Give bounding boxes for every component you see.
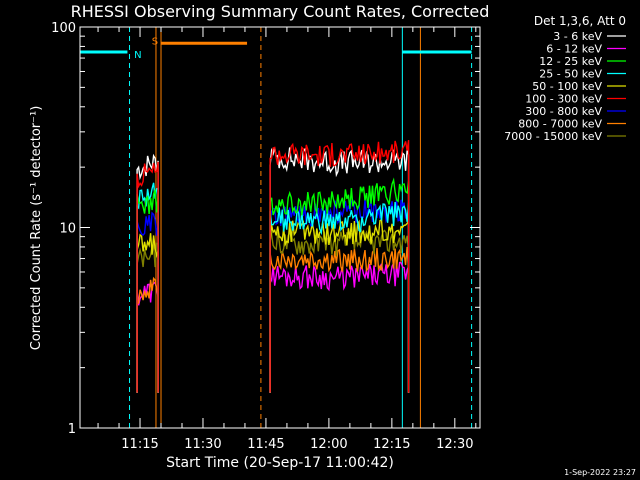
series-trace (136, 161, 159, 393)
legend-label: 300 - 800 keV (525, 105, 602, 118)
series-trace (136, 153, 159, 393)
footer-timestamp: 1-Sep-2022 23:27 (564, 468, 636, 477)
x-tick-label: 11:15 (121, 437, 158, 452)
x-tick-label: 12:00 (310, 437, 347, 452)
series-trace (136, 211, 159, 393)
series-trace (136, 189, 159, 393)
chart-title: RHESSI Observing Summary Count Rates, Co… (71, 2, 490, 21)
series-trace (269, 246, 410, 393)
y-tick-label: 100 (51, 21, 76, 36)
series-trace (269, 177, 410, 393)
x-tick-label: 12:15 (373, 437, 410, 452)
x-tick-label: 11:30 (184, 437, 221, 452)
y-tick-label: 10 (59, 222, 76, 237)
legend-label: 6 - 12 keV (546, 43, 602, 56)
plot-data: NS (79, 27, 473, 428)
series-trace (269, 229, 410, 393)
series-trace (136, 242, 159, 393)
legend-label: 25 - 50 keV (539, 68, 602, 81)
series-trace (136, 276, 159, 393)
x-tick-label: 11:45 (247, 437, 284, 452)
legend-label: 50 - 100 keV (532, 80, 602, 93)
y-axis-label: Corrected Count Rate (s⁻¹ detector⁻¹) (29, 106, 44, 351)
x-axis-label: Start Time (20-Sep-17 11:00:42) (166, 455, 394, 471)
legend-label: 800 - 7000 keV (518, 118, 602, 131)
legend-label: 100 - 300 keV (525, 93, 602, 106)
y-tick-label: 1 (68, 422, 76, 437)
series-trace (269, 202, 410, 393)
legend-header: Det 1,3,6, Att 0 (534, 14, 626, 28)
x-tick-label: 12:30 (436, 437, 473, 452)
state-annotation: N (134, 50, 141, 61)
series-trace (269, 140, 410, 393)
plot-axes: 100 10 1 11:15 11:30 11:45 12:00 12:15 12:30 (51, 21, 481, 452)
series-trace (136, 233, 159, 393)
state-annotation: S (152, 36, 158, 47)
legend-label: 3 - 6 keV (553, 30, 602, 43)
legend-label: 7000 - 15000 keV (504, 130, 602, 143)
series-trace (269, 260, 410, 393)
legend-label: 12 - 25 keV (539, 55, 602, 68)
